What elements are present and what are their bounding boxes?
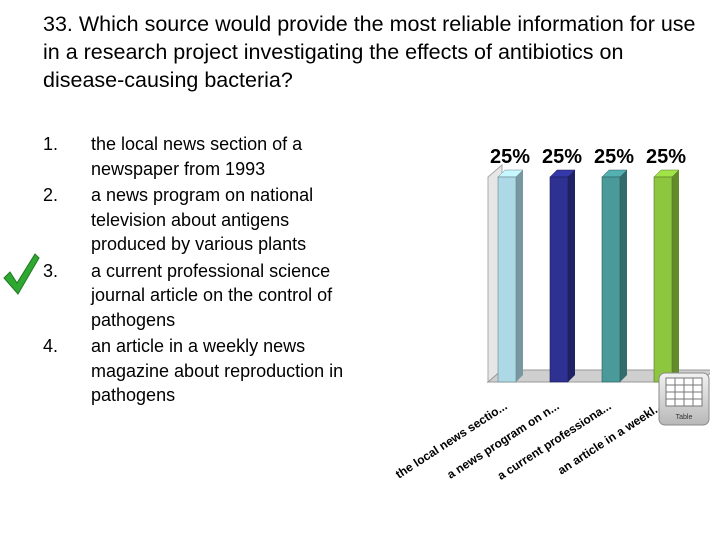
answer-option-1: 1. the local news section of a newspaper…: [43, 132, 363, 181]
check-mark-icon: [3, 253, 40, 295]
answer-number: 2.: [43, 185, 59, 205]
answer-number: 4.: [43, 336, 59, 356]
bar-side: [516, 170, 523, 382]
answer-number: 1.: [43, 134, 59, 154]
bar-value-label: 25%: [594, 146, 634, 168]
answer-option-3: 3. a current professional science journa…: [43, 259, 363, 333]
answer-text: the local news section of a newspaper fr…: [91, 134, 303, 179]
answer-option-4: 4. an article in a weekly news magazine …: [43, 334, 363, 408]
answer-option-2: 2. a news program on national television…: [43, 183, 363, 257]
bar-side: [672, 170, 679, 382]
question-text: 33. Which source would provide the most …: [43, 12, 696, 92]
table-grid-icon[interactable]: Table: [658, 372, 710, 426]
table-button-label: Table: [676, 414, 693, 421]
answer-text: an article in a weekly news magazine abo…: [91, 336, 344, 405]
bar-value-label: 25%: [646, 146, 686, 168]
bar: [601, 176, 621, 383]
results-bar-chart: 25%the local news sectio...25%a news pro…: [393, 146, 710, 483]
answer-text: a news program on national television ab…: [91, 185, 314, 254]
answer-list: 1. the local news section of a newspaper…: [43, 132, 363, 410]
bar: [549, 176, 569, 383]
bar-value-label: 25%: [490, 146, 530, 168]
bar-value-label: 25%: [542, 146, 582, 168]
bar-side: [620, 170, 627, 382]
bar: [653, 176, 673, 383]
answer-text: a current professional science journal a…: [91, 260, 333, 330]
bar: [497, 176, 517, 383]
bar-side: [568, 170, 575, 382]
answer-number: 3.: [43, 260, 59, 281]
